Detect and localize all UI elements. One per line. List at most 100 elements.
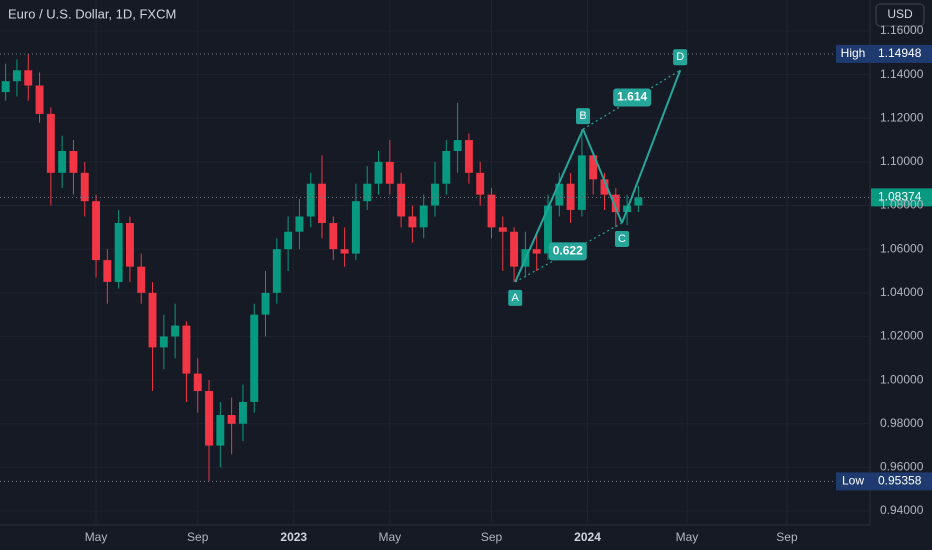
x-tick-label: 2024 [574,530,601,544]
candle-body [92,201,100,261]
candle-body [476,172,485,195]
pattern-point-label: D [676,51,684,63]
last-value: 1.08374 [878,190,922,204]
candle-body [216,415,225,446]
y-tick-label: 1.16000 [880,23,924,37]
candle-body [250,314,259,402]
candle-body [46,113,55,173]
candle-body [532,249,541,254]
candle-body [58,150,67,173]
y-tick-label: 1.14000 [880,67,924,81]
y-tick-label: 1.02000 [880,329,924,343]
candle-body [498,227,507,232]
candle-body [306,183,315,217]
candle-body [329,223,338,250]
candle-body [318,183,326,224]
y-tick-label: 0.96000 [880,460,924,474]
pattern-ratio-label: 0.622 [553,244,583,258]
candle-body [544,205,552,254]
candle-body [577,155,586,210]
pattern-leg [582,128,623,224]
last-value-box [871,188,932,207]
y-tick-label: 1.12000 [880,110,924,124]
candle-body [12,70,21,82]
candle-body [589,155,598,180]
candle-body [464,140,473,173]
y-tick-label: 0.94000 [880,503,924,517]
low-name: Low [842,474,864,488]
candle-body [103,260,112,282]
high-name-box [836,44,871,63]
chart-title: Euro / U.S. Dollar, 1D, FXCM [8,6,176,21]
pattern-point-label: B [579,110,586,122]
candle-body [408,216,417,228]
candle-body [114,223,123,282]
candle-body [442,150,451,184]
candle-body [159,336,168,348]
candle-body [1,81,10,93]
x-tick-label: May [85,530,108,544]
candle-body [295,216,304,232]
candle-body [125,223,134,267]
candle-body [419,205,428,228]
candle-body [205,391,213,446]
candle-body [193,373,202,392]
currency-button[interactable] [875,3,925,27]
candle-body [261,292,270,315]
candle-body [487,194,496,228]
candle-body [227,415,236,424]
y-tick-label: 1.00000 [880,372,924,386]
candle-body [340,249,349,254]
candle-body [566,183,575,210]
candle-body [555,183,564,206]
candle-body [611,194,620,213]
x-tick-label: Sep [776,530,798,544]
y-tick-label: 1.08000 [880,198,924,212]
y-tick-label: 1.06000 [880,241,924,255]
candle-body [148,292,157,348]
candle-body [431,183,439,206]
high-value-box [871,44,932,63]
high-name: High [841,46,866,60]
low-value: 0.95358 [878,474,922,488]
pattern-ratio-box [613,88,652,107]
candle-body [453,140,462,151]
x-tick-label: May [378,530,401,544]
x-tick-label: Sep [187,530,209,544]
pattern-ratio-label: 1.614 [617,90,647,104]
low-name-box [836,472,871,491]
x-tick-label: 2023 [280,530,307,544]
candle-body [634,197,643,206]
candle-body [69,150,78,173]
pattern-point-box [614,231,629,248]
y-tick-label: 0.98000 [880,416,924,430]
pattern-point-box [576,108,591,125]
candle-body [510,231,519,267]
candle-body [137,266,146,293]
candle-body [171,325,180,337]
pattern-point-box [673,49,688,66]
pattern-ratio-box [548,242,587,261]
candle-body [351,201,360,254]
candle-body [182,325,191,374]
candle-body [35,85,44,114]
candle-body [363,183,372,202]
y-tick-label: 1.04000 [880,285,924,299]
x-tick-label: Sep [481,530,503,544]
candle-body [238,401,247,424]
candle-body [374,161,383,184]
pattern-point-label: A [512,292,520,304]
candle-body [272,249,281,293]
currency[interactable]: USD [887,7,913,21]
candle-body [397,183,406,217]
candle-body [80,172,89,202]
candle-body [385,161,394,184]
pattern-point-box [508,289,523,306]
candle-body [24,70,33,86]
pattern-leg [514,128,584,283]
candle-body [284,231,293,250]
y-tick-label: 1.10000 [880,154,924,168]
low-value-box [871,472,932,491]
